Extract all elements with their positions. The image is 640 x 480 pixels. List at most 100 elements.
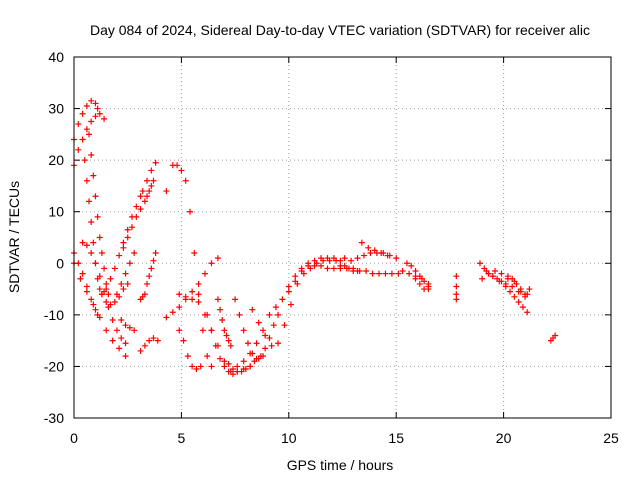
data-point — [150, 257, 157, 264]
data-point — [298, 268, 305, 275]
data-point — [345, 265, 352, 272]
data-point — [131, 327, 138, 334]
data-point — [363, 268, 370, 275]
data-point — [77, 275, 84, 282]
data-point — [137, 347, 144, 354]
series-arc-18 — [163, 188, 170, 195]
data-point — [225, 337, 232, 344]
series-arc-10 — [113, 249, 138, 298]
series-arc-17 — [141, 177, 157, 205]
data-point — [122, 270, 129, 277]
data-point — [120, 286, 127, 293]
data-point — [416, 273, 423, 280]
data-point — [122, 322, 129, 329]
data-point — [163, 314, 170, 321]
data-point — [189, 363, 196, 370]
data-point — [98, 291, 105, 298]
data-point — [406, 270, 413, 277]
data-point — [354, 268, 361, 275]
data-point — [479, 275, 486, 282]
data-point — [238, 368, 245, 375]
data-point — [221, 358, 228, 365]
data-point — [96, 234, 103, 241]
data-point — [182, 177, 189, 184]
data-point — [204, 311, 211, 318]
data-point — [94, 213, 101, 220]
data-point — [144, 177, 151, 184]
data-point — [101, 115, 108, 122]
data-point — [178, 167, 185, 174]
data-point — [103, 280, 110, 287]
data-point — [79, 110, 86, 117]
series-arc-37 — [412, 275, 432, 293]
data-point — [260, 327, 267, 334]
data-point — [193, 366, 200, 373]
data-point — [513, 280, 520, 287]
data-point — [79, 270, 86, 277]
data-point — [148, 182, 155, 189]
data-point — [83, 283, 90, 290]
data-point — [318, 255, 325, 262]
y-tick-label: 20 — [48, 152, 64, 168]
data-point — [360, 252, 367, 259]
data-point — [453, 273, 460, 280]
x-tick-label: 5 — [178, 430, 186, 446]
data-point — [292, 278, 299, 285]
series-arc-38 — [453, 273, 460, 303]
series-arc-43 — [547, 332, 559, 344]
data-point — [109, 337, 116, 344]
y-axis-title: SDTVAR / TECUs — [6, 181, 22, 293]
data-point — [247, 350, 254, 357]
data-point — [489, 273, 496, 280]
data-point — [378, 249, 385, 256]
series-arc-30 — [292, 262, 344, 285]
data-point — [113, 327, 120, 334]
data-point — [202, 270, 209, 277]
data-point — [92, 193, 99, 200]
data-point — [103, 298, 110, 305]
data-point — [476, 260, 483, 267]
data-point — [371, 247, 378, 254]
data-point — [232, 296, 239, 303]
data-point — [509, 275, 516, 282]
series-arc-24 — [214, 296, 234, 349]
data-point — [150, 177, 157, 184]
data-point — [453, 296, 460, 303]
data-point — [242, 366, 249, 373]
chart-title: Day 084 of 2024, Sidereal Day-to-day VTE… — [90, 22, 590, 38]
grid-lines — [74, 57, 611, 418]
data-point — [92, 260, 99, 267]
data-point — [358, 239, 365, 246]
series-arc-15 — [144, 249, 159, 287]
data-point — [208, 260, 215, 267]
data-point — [311, 257, 318, 264]
series-arc-19 — [169, 162, 215, 370]
x-tick-label: 0 — [70, 430, 78, 446]
series-arc-20 — [163, 255, 221, 321]
data-point — [382, 270, 389, 277]
data-point — [86, 131, 93, 138]
data-point — [502, 280, 509, 287]
data-point — [113, 291, 120, 298]
data-point — [105, 291, 112, 298]
data-point — [118, 280, 125, 287]
data-point — [197, 363, 204, 370]
data-point — [257, 353, 264, 360]
data-point — [90, 301, 97, 308]
y-tick-label: 0 — [56, 255, 64, 271]
data-point — [103, 286, 110, 293]
data-point — [214, 296, 221, 303]
data-point — [217, 306, 224, 313]
data-point — [144, 280, 151, 287]
data-point — [330, 265, 337, 272]
series-arc-26 — [232, 296, 282, 362]
series-arc-33 — [358, 239, 391, 259]
series-arc-8 — [98, 280, 131, 308]
data-point — [266, 311, 273, 318]
data-point — [275, 311, 282, 318]
data-point — [365, 244, 372, 251]
data-point — [137, 193, 144, 200]
data-point — [150, 335, 157, 342]
data-point — [122, 340, 129, 347]
